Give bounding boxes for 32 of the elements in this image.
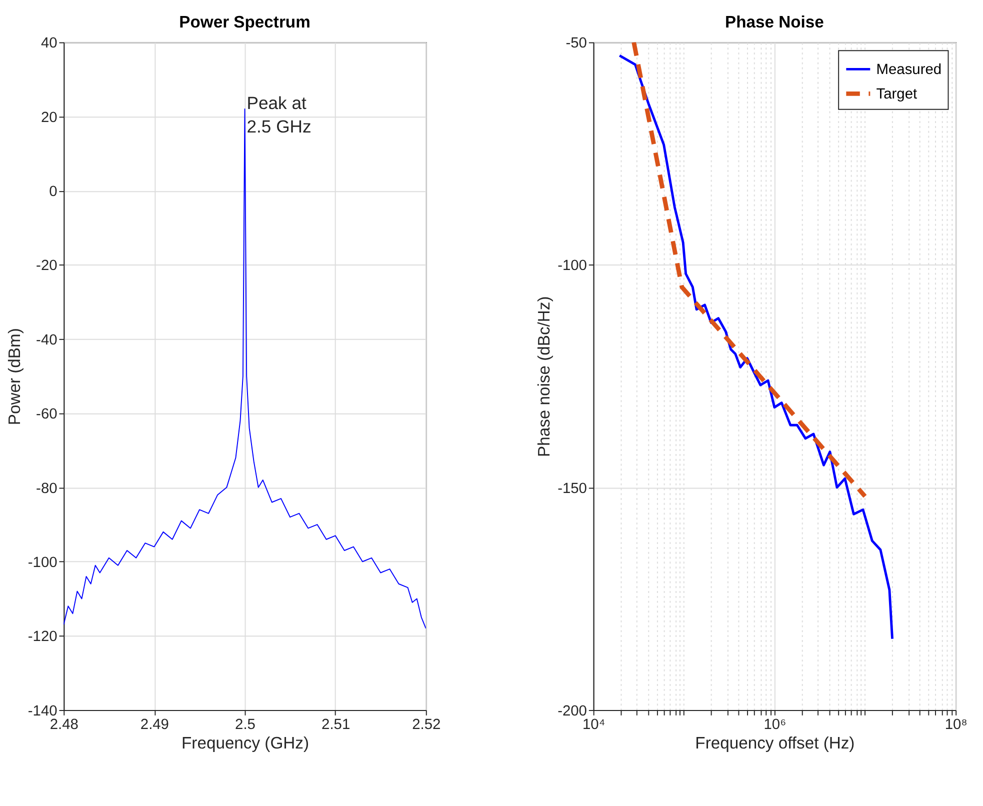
x-axis-title: Frequency (GHz) bbox=[182, 734, 310, 753]
chart-title: Power Spectrum bbox=[179, 12, 310, 32]
x-tick-label: 2.49 bbox=[140, 717, 169, 734]
y-tick-label: -140 bbox=[28, 703, 58, 720]
y-axis-title: Power (dBm) bbox=[5, 328, 24, 426]
y-tick-label: 40 bbox=[40, 36, 58, 52]
y-tick-label: -20 bbox=[36, 258, 58, 274]
y-tick-label: -80 bbox=[36, 480, 58, 497]
y-tick-label: -100 bbox=[558, 258, 587, 274]
x-tick-label: 2.48 bbox=[50, 717, 78, 734]
chart-title: Phase Noise bbox=[725, 12, 824, 32]
y-axis-title: Phase noise (dBc/Hz) bbox=[534, 296, 554, 458]
y-tick-label: 0 bbox=[49, 184, 58, 200]
y-tick-label: -120 bbox=[28, 629, 58, 646]
y-tick-label: -50 bbox=[566, 36, 587, 52]
legend-label: Target bbox=[876, 86, 918, 103]
x-axis-title: Frequency offset (Hz) bbox=[695, 734, 855, 753]
y-tick-label: -60 bbox=[36, 406, 58, 423]
x-tick-label: 10⁴ bbox=[582, 717, 606, 734]
line-series bbox=[64, 108, 426, 629]
y-tick-label: -200 bbox=[558, 703, 587, 720]
x-tick-label: 2.51 bbox=[322, 717, 350, 734]
y-tick-label: -40 bbox=[36, 332, 58, 348]
legend-label: Measured bbox=[876, 62, 942, 78]
annotation: Peak at 2.5 GHz bbox=[246, 93, 312, 137]
y-tick-label: -150 bbox=[558, 480, 587, 497]
y-tick-label: -100 bbox=[28, 555, 58, 572]
x-tick-label: 2.5 bbox=[235, 717, 256, 734]
y-tick-label: 20 bbox=[40, 110, 58, 126]
x-tick-label: 10⁸ bbox=[944, 717, 968, 734]
x-tick-label: 2.52 bbox=[412, 717, 441, 734]
x-tick-label: 10⁶ bbox=[764, 717, 786, 734]
